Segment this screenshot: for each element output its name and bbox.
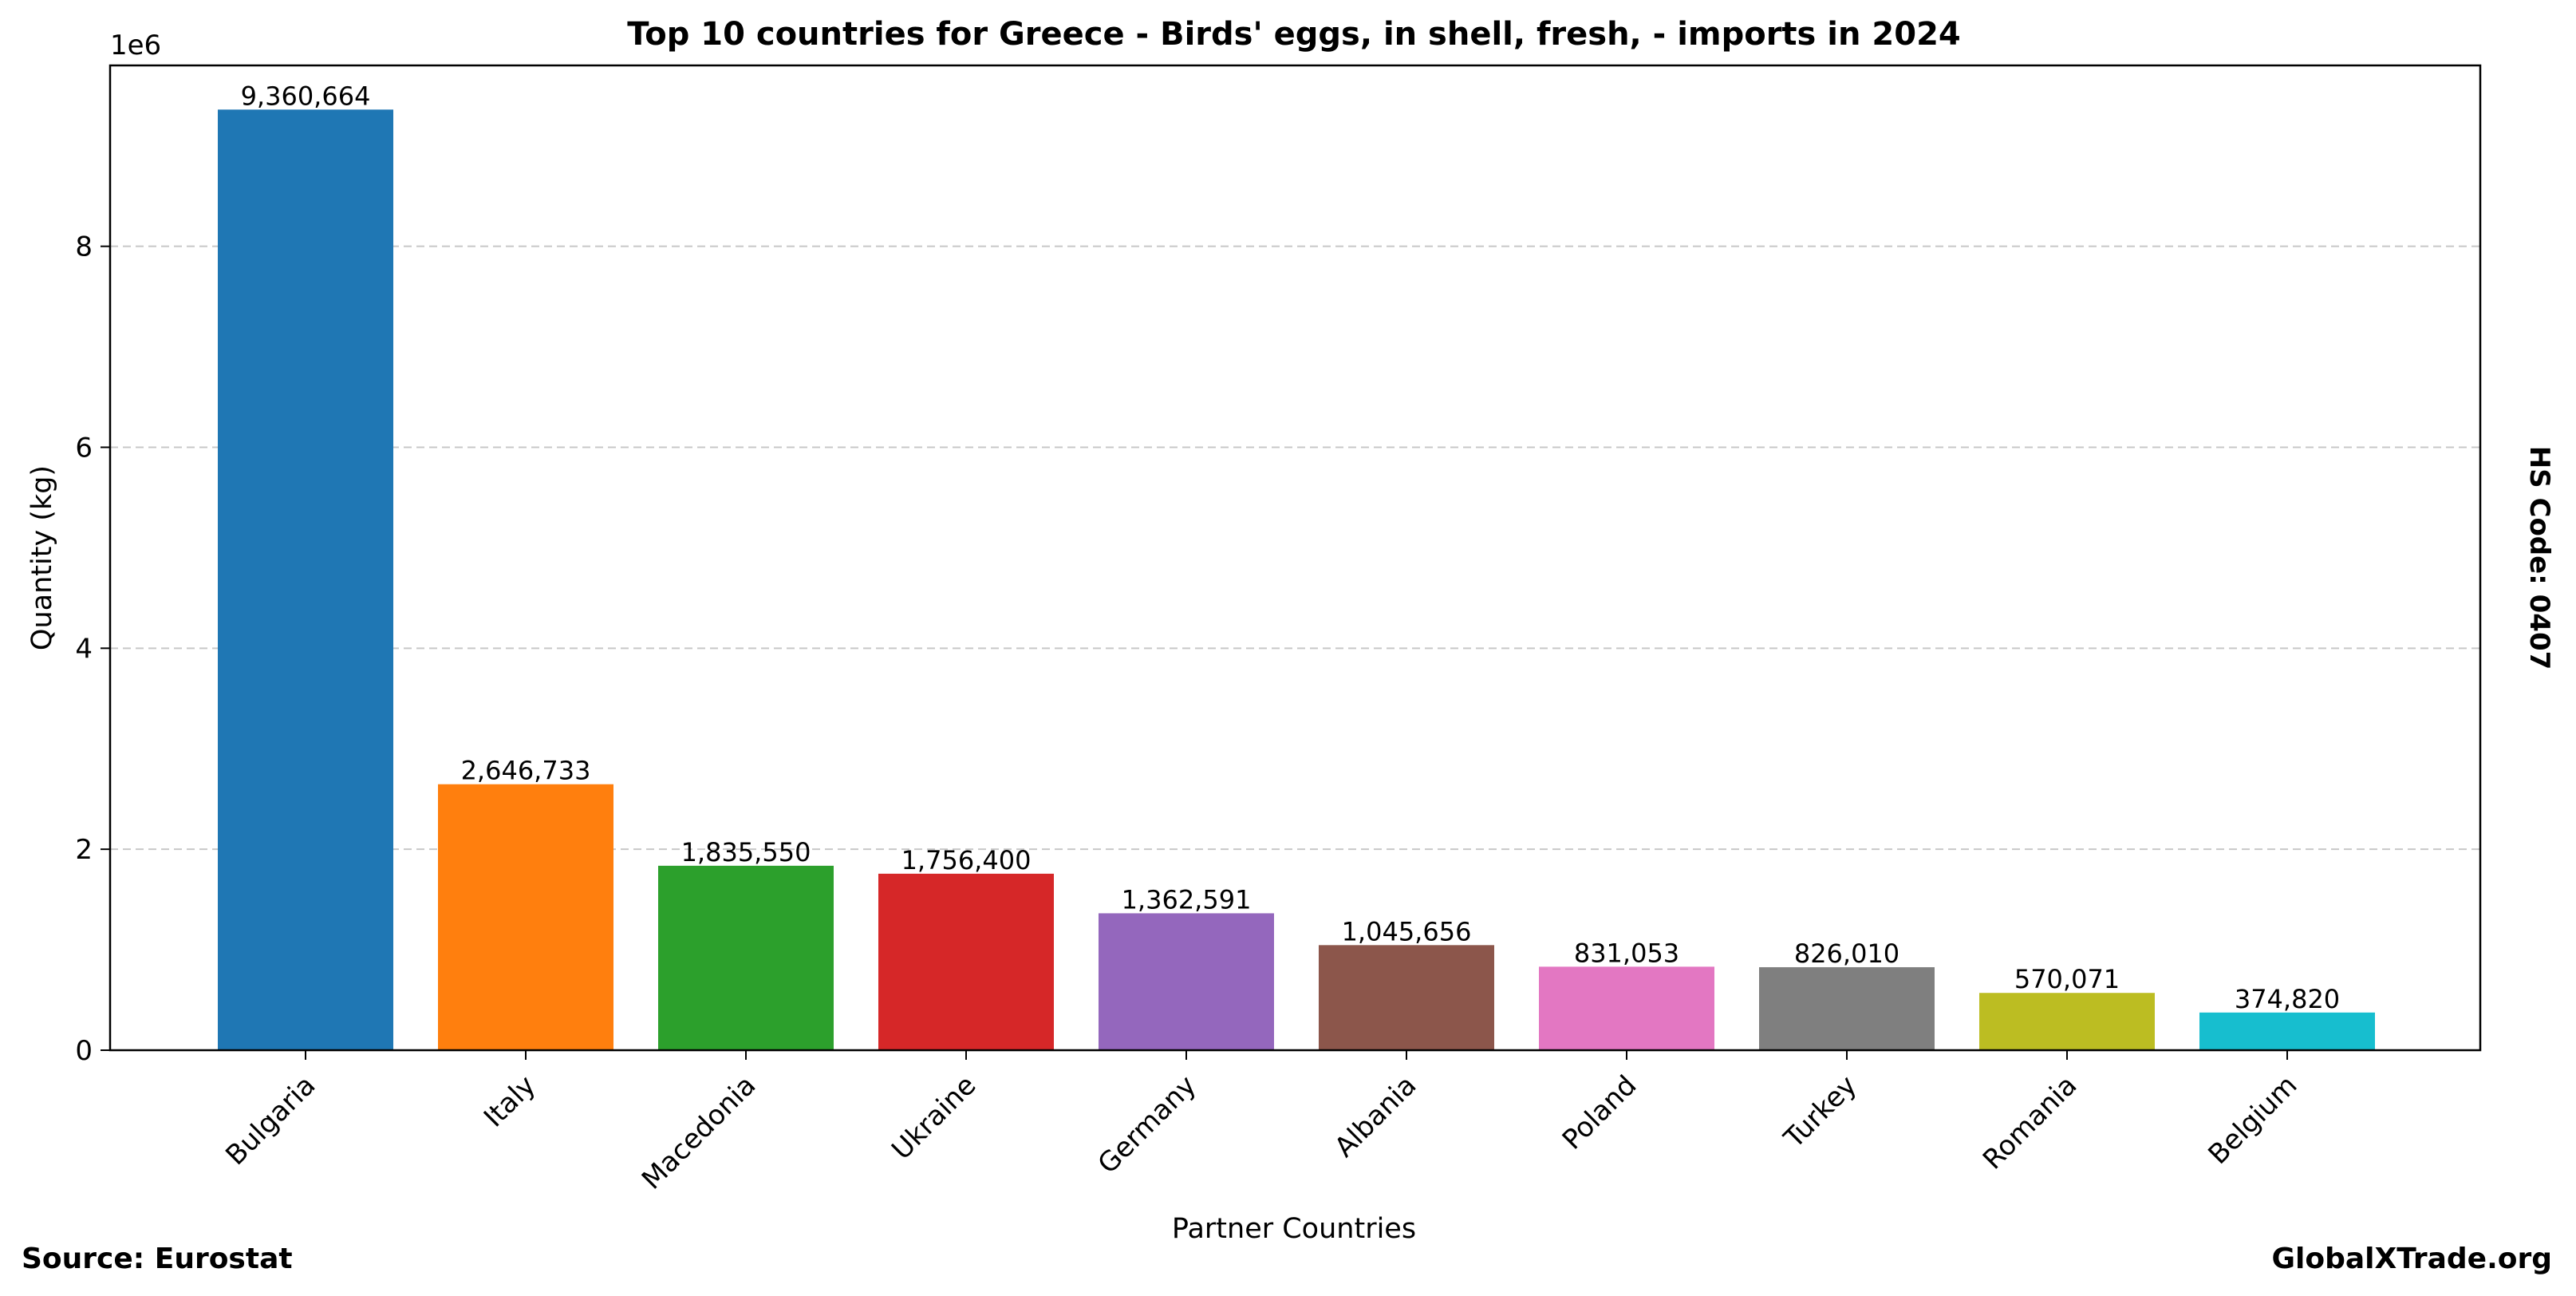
data-label-belgium: 374,820 bbox=[2235, 984, 2340, 1014]
chart-title: Top 10 countries for Greece - Birds' egg… bbox=[627, 16, 1960, 53]
y-tick-label: 0 bbox=[75, 1035, 93, 1067]
data-label-romania: 570,071 bbox=[2014, 964, 2120, 994]
data-label-ukraine: 1,756,400 bbox=[901, 845, 1032, 875]
x-tick-label-italy: Italy bbox=[478, 1069, 542, 1133]
x-tick-label-macedonia: Macedonia bbox=[636, 1069, 762, 1195]
bar-ukraine bbox=[878, 873, 1054, 1050]
x-tick-label-ukraine: Ukraine bbox=[886, 1069, 982, 1166]
bar-poland bbox=[1539, 966, 1714, 1050]
x-tick-label-bulgaria: Bulgaria bbox=[219, 1069, 322, 1172]
bars: 9,360,664 2,646,733 1,835,550 1,756,400 1,36… bbox=[218, 81, 2375, 1051]
bar-macedonia bbox=[658, 865, 834, 1050]
y-tick-label: 4 bbox=[75, 633, 93, 665]
plot-frame bbox=[108, 64, 2482, 1052]
data-label-bulgaria: 9,360,664 bbox=[241, 81, 371, 111]
y-tick-label: 8 bbox=[75, 231, 93, 263]
hs-code-label: HS Code: 0407 bbox=[2523, 446, 2555, 670]
x-tick-label-germany: Germany bbox=[1092, 1069, 1203, 1180]
data-label-germany: 1,362,591 bbox=[1122, 884, 1252, 915]
source-label: Source: Eurostat bbox=[22, 1243, 293, 1275]
bar-italy bbox=[438, 784, 613, 1050]
data-label-macedonia: 1,835,550 bbox=[681, 837, 811, 867]
bar-albania bbox=[1319, 945, 1494, 1050]
x-tick-label-poland: Poland bbox=[1556, 1069, 1643, 1156]
data-label-poland: 831,053 bbox=[1574, 938, 1679, 968]
x-tick-label-belgium: Belgium bbox=[2203, 1069, 2304, 1171]
y-offset-text: 1e6 bbox=[110, 30, 161, 61]
data-label-albania: 1,045,656 bbox=[1342, 916, 1472, 946]
data-label-italy: 2,646,733 bbox=[461, 756, 591, 786]
x-tick-label-turkey: Turkey bbox=[1777, 1069, 1863, 1155]
y-axis-label: Quantity (kg) bbox=[26, 465, 58, 650]
x-axis-label: Partner Countries bbox=[1172, 1213, 1416, 1245]
bar-bulgaria bbox=[218, 109, 393, 1051]
y-axis-ticks: 0 2 4 6 8 bbox=[75, 231, 110, 1067]
x-axis-ticks: Bulgaria Italy Macedonia Ukraine Germany Alba… bbox=[219, 1050, 2303, 1195]
y-tick-label: 6 bbox=[75, 432, 93, 464]
data-label-turkey: 826,010 bbox=[1794, 938, 1899, 969]
y-tick-label: 2 bbox=[75, 834, 93, 866]
x-tick-label-romania: Romania bbox=[1977, 1069, 2083, 1175]
x-tick-label-albania: Albania bbox=[1328, 1069, 1422, 1164]
bar-belgium bbox=[2199, 1012, 2375, 1050]
bar-turkey bbox=[1759, 966, 1935, 1050]
bar-germany bbox=[1099, 913, 1274, 1050]
bar-romania bbox=[1979, 993, 2155, 1050]
brand-label: GlobalXTrade.org bbox=[2271, 1243, 2552, 1275]
